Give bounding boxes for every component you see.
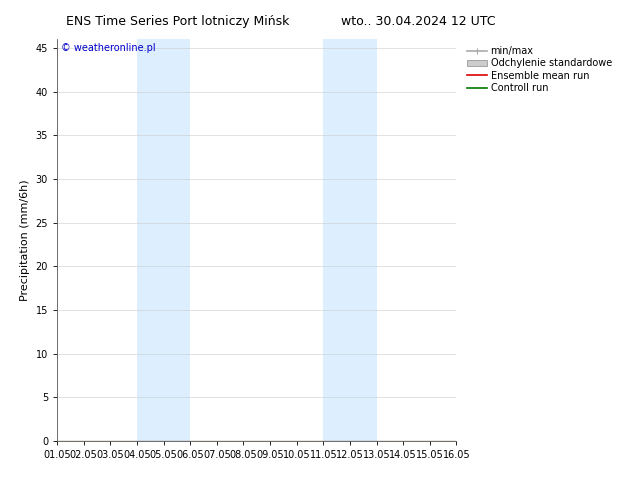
Bar <box>137 39 190 441</box>
Text: ENS Time Series Port lotniczy Mińsk: ENS Time Series Port lotniczy Mińsk <box>66 15 289 28</box>
Y-axis label: Precipitation (mm/6h): Precipitation (mm/6h) <box>20 179 30 301</box>
Text: © weatheronline.pl: © weatheronline.pl <box>61 43 156 53</box>
Legend: min/max, Odchylenie standardowe, Ensemble mean run, Controll run: min/max, Odchylenie standardowe, Ensembl… <box>465 44 614 95</box>
Bar <box>323 39 377 441</box>
Text: wto.. 30.04.2024 12 UTC: wto.. 30.04.2024 12 UTC <box>341 15 496 28</box>
